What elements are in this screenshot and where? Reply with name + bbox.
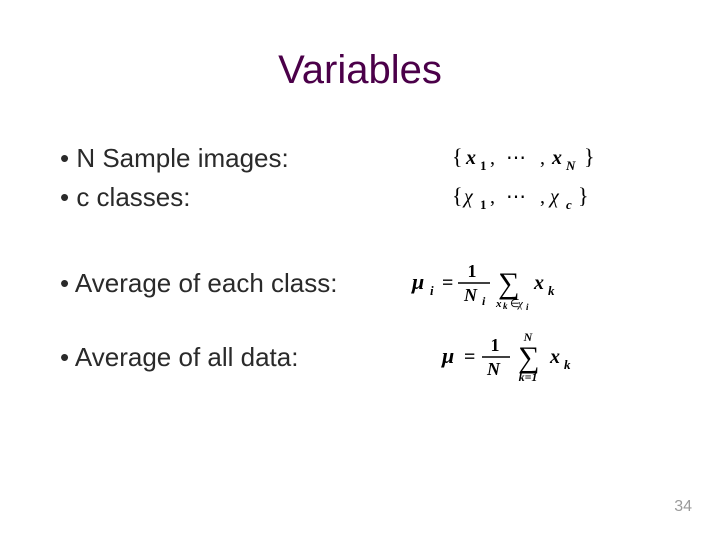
bullet-row-class-avg: • Average of each class: μ i = 1 N i ∑ x… (60, 255, 660, 311)
svg-text:x: x (465, 147, 476, 169)
svg-text:i: i (526, 302, 529, 311)
svg-text:x: x (495, 298, 502, 310)
svg-text:N: N (463, 285, 478, 305)
svg-text:k=1: k=1 (519, 370, 538, 384)
svg-text:k: k (564, 357, 571, 372)
svg-text:i: i (430, 283, 434, 298)
bullet-text: • Average of all data: (60, 342, 298, 373)
svg-text:χ: χ (517, 298, 524, 310)
slide-body: • N Sample images: { x 1 , ⋯ , x N } • c… (0, 93, 720, 385)
bullet-row-classes: • c classes: { χ 1 , ⋯ , χ c } (60, 182, 660, 213)
svg-text:1: 1 (480, 158, 487, 173)
bullet-row-samples: • N Sample images: { x 1 , ⋯ , x N } (60, 143, 660, 174)
svg-text:,: , (490, 147, 495, 169)
bullet-text: • N Sample images: (60, 143, 289, 174)
svg-text:}: } (578, 183, 589, 208)
slide-title: Variables (0, 0, 720, 93)
svg-text:χ: χ (548, 186, 560, 208)
svg-text:μ: μ (441, 343, 454, 368)
svg-text:,: , (540, 186, 545, 208)
svg-text:1: 1 (480, 197, 487, 212)
page-number: 34 (674, 498, 692, 516)
svg-text:x: x (551, 147, 562, 169)
svg-text:x: x (533, 272, 544, 294)
svg-text:k: k (548, 283, 555, 298)
svg-text:=: = (464, 346, 475, 368)
svg-text:1: 1 (468, 261, 477, 281)
svg-text:⋯: ⋯ (506, 147, 526, 169)
svg-text:N: N (523, 330, 534, 344)
svg-text:μ: μ (411, 269, 424, 294)
bullet-text: • Average of each class: (60, 268, 337, 299)
svg-text:N: N (565, 158, 576, 173)
svg-text:=: = (442, 272, 453, 294)
svg-text:,: , (490, 186, 495, 208)
formula-classes: { χ 1 , ⋯ , χ c } (450, 183, 660, 213)
svg-text:x: x (549, 346, 560, 368)
svg-text:{: { (452, 183, 463, 208)
svg-text:∑: ∑ (498, 267, 519, 300)
svg-text:k: k (503, 301, 508, 311)
svg-text:N: N (486, 359, 501, 379)
bullet-text: • c classes: (60, 182, 190, 213)
formula-all-avg: μ = 1 N ∑ N k=1 x k (440, 329, 660, 385)
svg-text:i: i (482, 294, 486, 308)
formula-samples: { x 1 , ⋯ , x N } (450, 144, 660, 174)
svg-text:}: } (584, 144, 595, 169)
svg-text:{: { (452, 144, 463, 169)
formula-class-avg: μ i = 1 N i ∑ x k ∈ χ i x (410, 255, 660, 311)
svg-text:χ: χ (462, 186, 474, 208)
svg-text:⋯: ⋯ (506, 186, 526, 208)
svg-text:c: c (566, 197, 572, 212)
svg-text:,: , (540, 147, 545, 169)
bullet-row-all-avg: • Average of all data: μ = 1 N ∑ N k=1 x… (60, 329, 660, 385)
svg-text:1: 1 (491, 335, 500, 355)
